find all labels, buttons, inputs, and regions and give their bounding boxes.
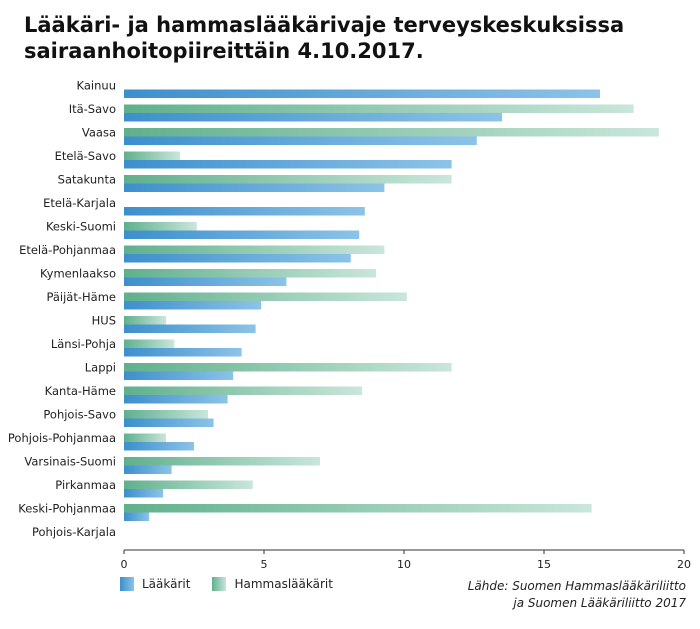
category-label-cat-5: Etelä-Karjala — [43, 196, 116, 210]
category-label-cat-15: Pohjois-Pohjanmaa — [8, 431, 116, 445]
category-label-cat-11: Länsi-Pohja — [51, 337, 116, 351]
x-tick-label-20: 20 — [677, 558, 691, 570]
bar-chart: Kainuu Itä-Savo Vaasa Etelä-Savo Satakunta Et… — [8, 79, 691, 571]
bar-hammaslaakarit-cat-4 — [124, 175, 452, 184]
category-label-cat-3: Etelä-Savo — [55, 149, 116, 163]
category-label-cat-2: Vaasa — [82, 126, 116, 140]
bar-hammaslaakarit-cat-1 — [124, 104, 634, 113]
category-label-cat-10: HUS — [92, 314, 116, 328]
category-label-cat-16: Varsinais-Suomi — [24, 455, 116, 469]
bar-hammaslaakarit-cat-2 — [124, 128, 659, 137]
x-tick-label-0: 0 — [121, 558, 128, 570]
bar-hammaslaakarit-cat-16 — [124, 457, 320, 466]
bar-laakarit-cat-18 — [124, 512, 150, 521]
legend-item-laakarit: Lääkärit — [120, 577, 190, 591]
category-label-cat-1: Itä-Savo — [69, 102, 116, 116]
bar-laakarit-cat-5 — [124, 207, 365, 216]
bar-laakarit-cat-10 — [124, 324, 256, 333]
bar-laakarit-cat-17 — [124, 489, 164, 498]
bar-laakarit-cat-0 — [124, 89, 600, 98]
legend-item-hammaslaakarit: Hammaslääkärit — [212, 577, 333, 591]
bar-laakarit-cat-2 — [124, 136, 477, 145]
legend-label-laakarit: Lääkärit — [142, 577, 191, 591]
bar-hammaslaakarit-cat-9 — [124, 292, 407, 301]
category-label-cat-4: Satakunta — [58, 173, 116, 187]
bar-laakarit-cat-12 — [124, 371, 234, 380]
bar-laakarit-cat-1 — [124, 113, 502, 122]
chart-title: Lääkäri- ja hammaslääkärivaje terveyskes… — [24, 13, 625, 63]
bar-hammaslaakarit-cat-18 — [124, 504, 592, 513]
x-axis: 0 5 10 15 20 — [121, 549, 691, 570]
bars-layer — [124, 89, 659, 521]
bar-hammaslaakarit-cat-14 — [124, 410, 208, 419]
legend-swatch-hammaslaakarit — [212, 577, 227, 591]
bar-laakarit-cat-8 — [124, 277, 287, 286]
category-label-cat-9: Päijät-Häme — [46, 290, 116, 304]
bar-hammaslaakarit-cat-7 — [124, 245, 385, 254]
category-label-cat-19: Pohjois-Karjala — [32, 525, 116, 539]
bar-hammaslaakarit-cat-17 — [124, 480, 253, 489]
source-line-2: ja Suomen Lääkäriliitto 2017 — [513, 596, 686, 610]
bar-laakarit-cat-15 — [124, 442, 194, 451]
category-label-cat-14: Pohjois-Savo — [43, 408, 116, 422]
category-label-cat-13: Kanta-Häme — [45, 384, 116, 398]
category-label-cat-12: Lappi — [85, 361, 116, 375]
legend: Lääkärit Hammaslääkärit — [120, 577, 333, 591]
bar-laakarit-cat-16 — [124, 465, 172, 474]
x-tick-label-15: 15 — [537, 558, 551, 570]
bar-hammaslaakarit-cat-6 — [124, 222, 197, 231]
bar-hammaslaakarit-cat-11 — [124, 339, 175, 348]
bar-laakarit-cat-9 — [124, 301, 262, 310]
bar-hammaslaakarit-cat-8 — [124, 269, 376, 278]
x-tick-label-5: 5 — [261, 558, 268, 570]
legend-label-hammaslaakarit: Hammaslääkärit — [234, 577, 333, 591]
bar-laakarit-cat-14 — [124, 418, 214, 427]
bar-hammaslaakarit-cat-10 — [124, 316, 166, 325]
bar-laakarit-cat-11 — [124, 348, 242, 357]
category-label-cat-0: Kainuu — [77, 79, 116, 93]
category-label-cat-18: Keski-Pohjanmaa — [18, 502, 116, 516]
source-note: Lähde: Suomen Hammaslääkäriliitto ja Suo… — [468, 578, 686, 612]
bar-hammaslaakarit-cat-15 — [124, 433, 166, 442]
category-label-cat-8: Kymenlaakso — [40, 267, 116, 281]
category-label-cat-6: Keski-Suomi — [46, 220, 116, 234]
x-tick-label-10: 10 — [397, 558, 411, 570]
bar-hammaslaakarit-cat-13 — [124, 386, 362, 395]
bar-laakarit-cat-7 — [124, 254, 351, 263]
category-label-cat-7: Etelä-Pohjanmaa — [19, 243, 116, 257]
category-labels: Kainuu Itä-Savo Vaasa Etelä-Savo Satakunta Et… — [8, 79, 116, 540]
legend-swatch-laakarit — [120, 577, 134, 591]
bar-hammaslaakarit-cat-12 — [124, 363, 452, 372]
source-line-1: Lähde: Suomen Hammaslääkäriliitto — [467, 579, 686, 593]
bar-laakarit-cat-3 — [124, 160, 452, 169]
bar-laakarit-cat-6 — [124, 230, 360, 239]
bar-laakarit-cat-13 — [124, 395, 228, 404]
category-label-cat-17: Pirkanmaa — [55, 478, 116, 492]
bar-laakarit-cat-4 — [124, 183, 385, 192]
bar-hammaslaakarit-cat-3 — [124, 151, 180, 160]
